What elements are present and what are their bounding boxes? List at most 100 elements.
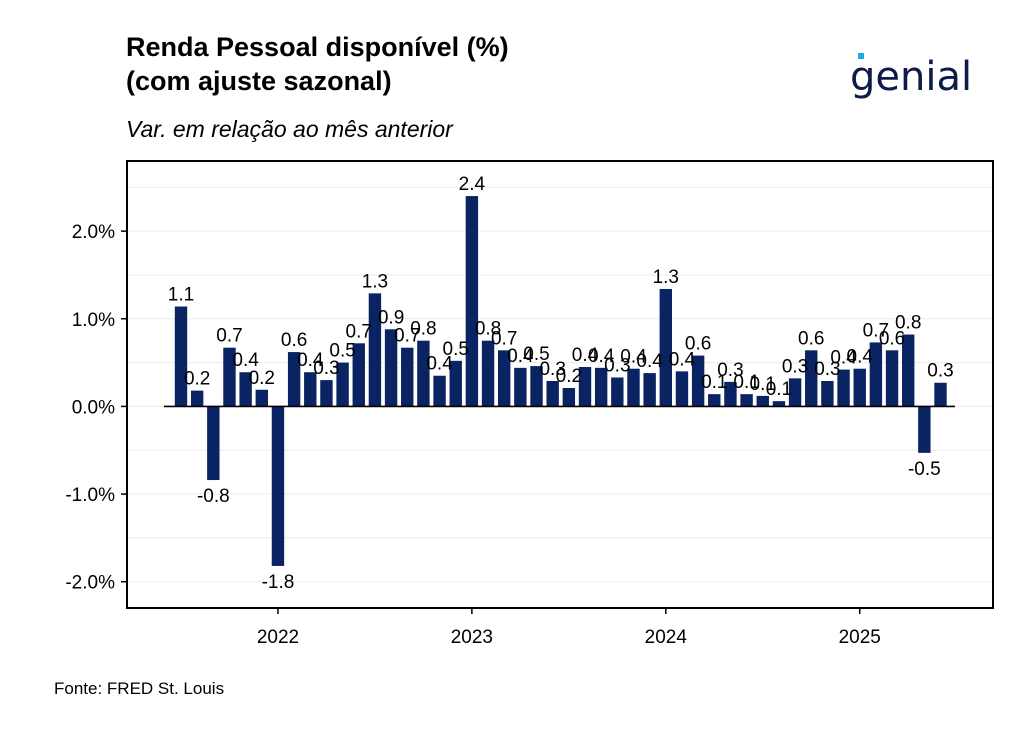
chart-subtitle: Var. em relação ao mês anterior <box>126 116 453 142</box>
axes: -2.0% -1.0% 0.0% 1.0% 2.0% 2022 2023 2024 2025 <box>65 160 994 648</box>
bar <box>627 368 640 407</box>
data-label: 0.3 <box>782 356 808 377</box>
bar <box>691 355 705 407</box>
bar <box>611 377 624 407</box>
data-label: 0.3 <box>927 361 953 382</box>
bar <box>530 366 543 407</box>
bar <box>255 389 268 407</box>
data-label: 0.4 <box>232 350 259 371</box>
data-label: 0.3 <box>539 359 565 380</box>
data-label: 1.1 <box>168 284 194 305</box>
data-label: 0.2 <box>184 369 210 390</box>
bar <box>578 366 592 407</box>
data-label: 0.5 <box>329 341 355 362</box>
y-tick-label: 1.0% <box>72 310 115 331</box>
data-label: 0.3 <box>313 358 339 379</box>
bar <box>514 367 527 407</box>
bar <box>934 382 947 407</box>
bar <box>918 406 931 453</box>
source-note: Fonte: FRED St. Louis <box>54 679 225 698</box>
plot-border <box>126 160 994 609</box>
chart-title-line2: (com ajuste sazonal) <box>126 66 392 96</box>
y-tick-label: 0.0% <box>72 397 115 418</box>
data-label: -0.5 <box>908 459 941 480</box>
data-label: 2.4 <box>459 174 486 195</box>
bar <box>304 372 317 407</box>
bars <box>174 196 947 566</box>
data-label: 0.2 <box>556 366 582 387</box>
data-label: 0.4 <box>588 346 615 367</box>
x-tick-label: 2025 <box>839 627 881 648</box>
bar <box>433 375 446 407</box>
data-label: 0.7 <box>394 326 420 347</box>
bar <box>207 406 220 481</box>
bar <box>902 334 915 407</box>
bar <box>465 196 479 407</box>
bar <box>708 394 721 407</box>
bar <box>837 369 850 407</box>
chart-title-line1: Renda Pessoal disponível (%) <box>126 32 509 62</box>
data-label: 0.4 <box>847 347 874 368</box>
logo-accent-mark <box>858 53 864 59</box>
data-label: 0.9 <box>378 307 404 328</box>
bar <box>449 360 462 407</box>
data-label: 0.4 <box>636 351 663 372</box>
bar <box>336 362 349 407</box>
data-label: 0.6 <box>798 328 824 349</box>
data-label: 1.3 <box>653 267 679 288</box>
bar <box>805 350 818 407</box>
bar <box>174 306 188 407</box>
data-label: 0.4 <box>830 348 857 369</box>
logo-text: genial <box>850 54 972 100</box>
x-tick-label: 2024 <box>645 627 688 648</box>
data-label: 0.5 <box>443 339 469 360</box>
bar <box>417 340 430 407</box>
data-label: 0.8 <box>895 313 921 334</box>
data-label: 0.8 <box>410 319 436 340</box>
bar <box>498 350 511 407</box>
data-label: 0.3 <box>604 355 630 376</box>
bar <box>869 342 883 407</box>
bar <box>223 347 236 407</box>
x-tick-label: 2022 <box>257 627 299 648</box>
data-label: 0.6 <box>685 334 711 355</box>
data-label: -1.8 <box>262 572 295 593</box>
bar <box>271 406 285 566</box>
bar <box>821 380 834 407</box>
bar <box>643 373 656 407</box>
data-label: 0.4 <box>572 345 599 366</box>
bar <box>772 401 786 407</box>
data-label: -0.8 <box>197 486 230 507</box>
bar <box>287 352 301 407</box>
bar <box>594 367 608 407</box>
chart-title: Renda Pessoal disponível (%) (com ajuste… <box>126 30 509 98</box>
data-label: 0.7 <box>346 321 372 342</box>
bar <box>190 390 204 407</box>
data-label: 0.7 <box>491 328 517 349</box>
data-label: 0.1 <box>750 374 776 395</box>
x-tick-label: 2023 <box>451 627 493 648</box>
data-label: 0.4 <box>507 346 534 367</box>
bar <box>740 394 753 407</box>
bar <box>401 347 414 407</box>
bar <box>352 343 365 407</box>
data-label: 1.3 <box>362 271 388 292</box>
data-label: 0.7 <box>863 320 889 341</box>
data-label: 0.3 <box>717 360 743 381</box>
y-tick-label: 2.0% <box>72 222 115 243</box>
data-label: 0.8 <box>475 319 501 340</box>
bar <box>320 380 333 407</box>
bar <box>724 381 737 407</box>
bar <box>885 350 899 407</box>
bar <box>756 395 769 407</box>
bar <box>384 329 398 407</box>
bar <box>853 368 866 407</box>
data-label: 0.1 <box>766 379 792 400</box>
bar <box>481 340 495 407</box>
data-label: 0.4 <box>426 354 453 375</box>
data-label: 0.4 <box>620 347 647 368</box>
bar <box>659 288 672 407</box>
bar <box>562 388 576 407</box>
bar <box>675 371 689 407</box>
